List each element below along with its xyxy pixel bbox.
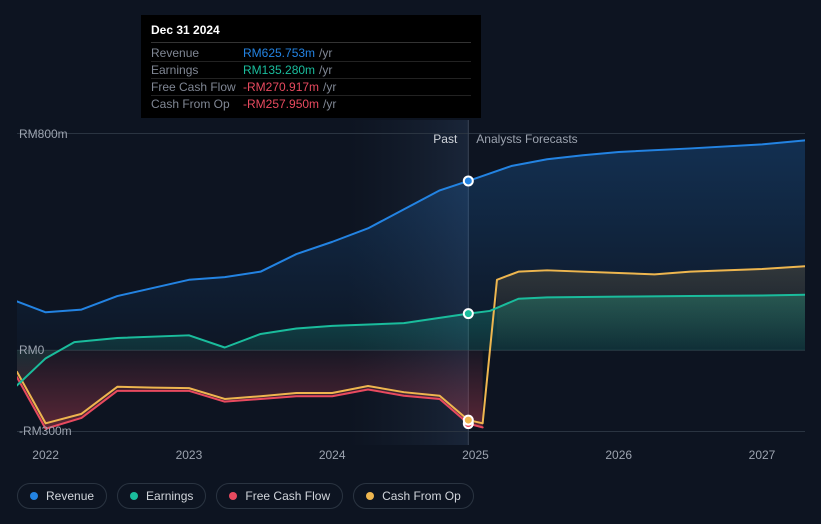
legend: Revenue Earnings Free Cash Flow Cash From O… (17, 483, 474, 509)
x-axis-label: 2027 (749, 448, 776, 462)
x-axis-label: 2022 (32, 448, 59, 462)
tooltip-row: RevenueRM625.753m/yr (151, 45, 471, 62)
x-axis-label: 2026 (605, 448, 632, 462)
legend-item-revenue[interactable]: Revenue (17, 483, 107, 509)
region-label-forecast: Analysts Forecasts (476, 132, 577, 146)
tooltip-label: Free Cash Flow (151, 80, 243, 94)
legend-label: Revenue (46, 489, 94, 503)
y-axis-label: -RM300m (19, 424, 72, 438)
legend-item-cashop[interactable]: Cash From Op (353, 483, 474, 509)
x-axis-label: 2025 (462, 448, 489, 462)
legend-dot-icon (30, 492, 38, 500)
tooltip-date: Dec 31 2024 (151, 23, 471, 43)
legend-label: Cash From Op (382, 489, 461, 503)
tooltip-value: RM135.280m (243, 63, 315, 77)
x-axis: 2022 2023 2024 2025 2026 2027 (17, 448, 805, 468)
legend-dot-icon (130, 492, 138, 500)
tooltip-unit: /yr (319, 46, 332, 60)
tooltip-row: Free Cash Flow-RM270.917m/yr (151, 79, 471, 96)
chart-svg (17, 120, 805, 445)
x-axis-label: 2023 (176, 448, 203, 462)
tooltip-value: RM625.753m (243, 46, 315, 60)
tooltip-unit: /yr (319, 63, 332, 77)
chart-tooltip: Dec 31 2024 RevenueRM625.753m/yrEarnings… (141, 15, 481, 118)
chart-plot-area[interactable]: RM800m RM0 -RM300m Past Analysts Forecasts (17, 120, 805, 445)
tooltip-unit: /yr (323, 80, 336, 94)
legend-dot-icon (229, 492, 237, 500)
legend-item-fcf[interactable]: Free Cash Flow (216, 483, 343, 509)
tooltip-unit: /yr (323, 97, 336, 111)
y-axis-label: RM0 (19, 343, 44, 357)
y-axis-label: RM800m (19, 127, 68, 141)
tooltip-value: -RM257.950m (243, 97, 319, 111)
tooltip-label: Earnings (151, 63, 243, 77)
tooltip-row: Cash From Op-RM257.950m/yr (151, 96, 471, 112)
region-label-past: Past (433, 132, 457, 146)
legend-label: Earnings (146, 489, 193, 503)
tooltip-label: Cash From Op (151, 97, 243, 111)
x-axis-label: 2024 (319, 448, 346, 462)
legend-label: Free Cash Flow (245, 489, 330, 503)
tooltip-value: -RM270.917m (243, 80, 319, 94)
legend-dot-icon (366, 492, 374, 500)
legend-item-earnings[interactable]: Earnings (117, 483, 206, 509)
tooltip-label: Revenue (151, 46, 243, 60)
tooltip-row: EarningsRM135.280m/yr (151, 62, 471, 79)
